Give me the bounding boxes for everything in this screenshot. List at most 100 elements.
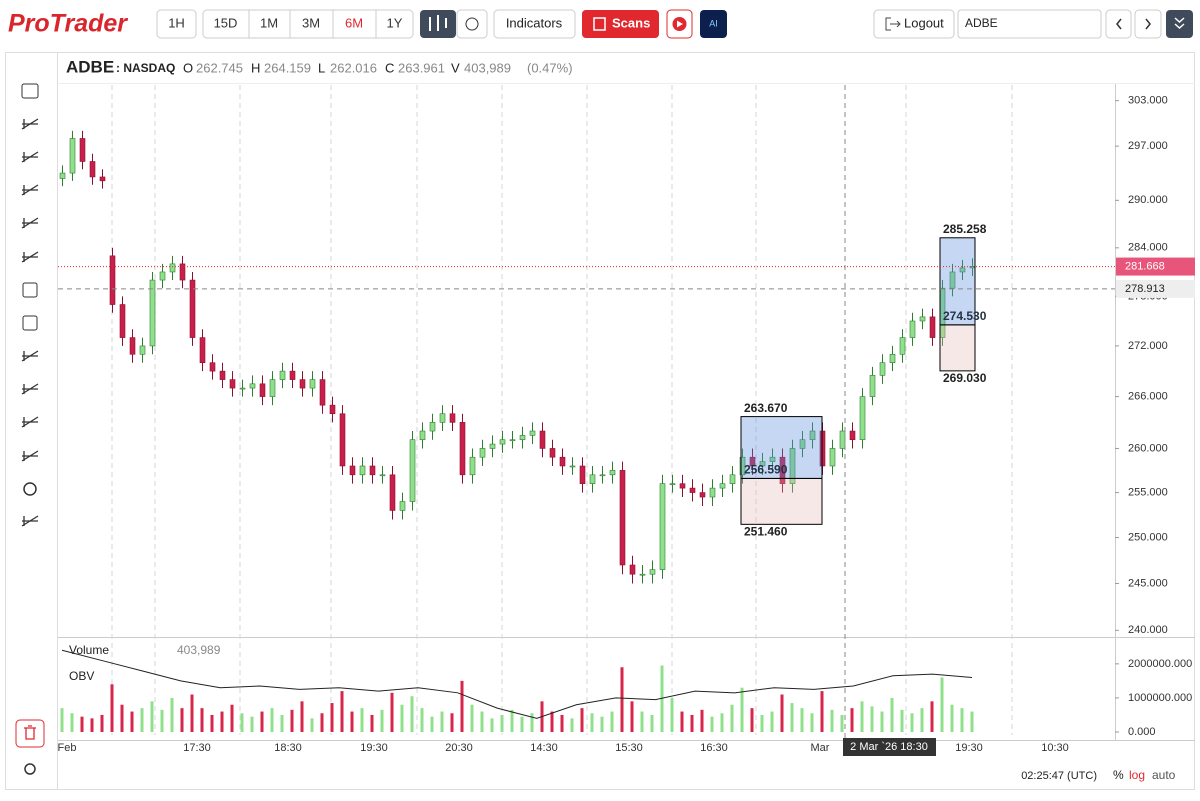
candle-body — [319, 379, 326, 406]
volume-bar — [130, 711, 134, 732]
candle-body — [389, 474, 396, 511]
candle-body — [929, 316, 936, 338]
indicators-button[interactable] — [493, 9, 576, 39]
volume-bar — [960, 708, 964, 732]
range-label[interactable]: 1Y — [387, 15, 403, 30]
volume-bar — [730, 704, 734, 732]
candle-body — [769, 456, 776, 462]
candle-body — [459, 422, 466, 476]
tool-icon[interactable] — [21, 515, 39, 527]
candle-body — [439, 413, 446, 423]
candle-body — [419, 430, 426, 441]
candle-body — [779, 456, 786, 484]
candle-body — [249, 383, 256, 389]
volume-bar — [490, 718, 494, 732]
legend-symbol: ADBE — [66, 57, 114, 76]
candle-body — [649, 569, 656, 575]
range-label[interactable]: 1M — [260, 15, 278, 30]
y-tick-label: 303.000 — [1128, 95, 1168, 107]
next-button[interactable] — [1134, 9, 1162, 39]
candle-body — [719, 483, 726, 489]
volume-bar — [230, 704, 234, 732]
tool-icon[interactable] — [21, 416, 39, 428]
x-tick-label: 16:30 — [700, 742, 728, 754]
volume-bar — [930, 701, 934, 732]
icon — [885, 17, 901, 31]
tool-icon[interactable] — [21, 450, 39, 462]
volume-bar — [700, 709, 704, 732]
volume-bar — [800, 708, 804, 732]
candle-body — [519, 435, 526, 441]
tool-icon[interactable] — [21, 83, 39, 99]
volume-bar — [90, 718, 94, 732]
tool-icon[interactable] — [22, 282, 38, 298]
y-tick-label: 260.000 — [1128, 442, 1168, 454]
volume-bar — [920, 708, 924, 732]
prev-button[interactable] — [1105, 9, 1132, 39]
tool-icon[interactable] — [23, 482, 37, 496]
icon — [677, 20, 683, 28]
candle-body — [809, 430, 816, 441]
candle-body — [879, 362, 886, 376]
range-label[interactable]: 1H — [168, 15, 185, 30]
candle-body — [379, 474, 386, 477]
delete-button[interactable] — [15, 719, 45, 748]
volume-bar — [910, 713, 914, 732]
volume-bar — [160, 709, 164, 732]
ai-button[interactable] — [700, 10, 727, 38]
symbol-input-text: ADBE — [965, 16, 998, 30]
expand-button[interactable] — [1166, 10, 1193, 38]
volume-bar — [720, 713, 724, 732]
range-button[interactable] — [156, 9, 197, 39]
symbol-input[interactable] — [957, 9, 1102, 39]
last-price-tag — [1116, 257, 1195, 276]
tool-icon[interactable] — [21, 118, 39, 130]
candle-body — [209, 362, 216, 372]
volume-bar — [850, 708, 854, 732]
volume-bar — [110, 684, 114, 732]
volume-bar — [870, 706, 874, 732]
candle-body — [569, 465, 576, 468]
stop-label: 269.030 — [943, 371, 987, 385]
volume-bar — [380, 709, 384, 732]
y-tick-label: 255.000 — [1128, 486, 1168, 498]
tool-icon[interactable] — [21, 383, 39, 395]
tool-icon[interactable] — [21, 151, 39, 163]
range-label[interactable]: 6M — [345, 15, 363, 30]
candle-body — [549, 448, 556, 458]
log-toggle[interactable]: log — [1129, 768, 1145, 782]
candle-body — [839, 430, 846, 449]
percent-toggle[interactable]: % — [1113, 768, 1124, 782]
range-label[interactable]: 3M — [302, 15, 320, 30]
tool-icon[interactable] — [22, 315, 38, 331]
tool-icon[interactable] — [21, 184, 39, 196]
candle-body — [79, 138, 86, 162]
clock: 02:25:47 (UTC) — [1021, 770, 1097, 782]
entry-label: 256.590 — [744, 463, 788, 477]
logout-button[interactable] — [873, 9, 955, 39]
auto-toggle[interactable]: auto — [1152, 768, 1176, 782]
volume-bar — [100, 714, 104, 732]
volume-bar — [900, 709, 904, 732]
range-label[interactable]: 15D — [214, 15, 238, 30]
candle-body — [859, 396, 866, 441]
volume-bar — [820, 691, 824, 732]
candle-body — [149, 279, 156, 347]
settings-button[interactable] — [24, 763, 36, 775]
legend-low: 262.016 — [330, 60, 377, 75]
candle-body — [559, 456, 566, 467]
tool-icon[interactable] — [21, 251, 39, 263]
chart-panel — [5, 52, 1195, 790]
grid-button[interactable] — [456, 9, 488, 39]
volume-bar — [610, 711, 614, 732]
candle-body — [499, 439, 506, 445]
candle-body — [789, 448, 796, 484]
volume-label: Volume — [69, 643, 109, 657]
legend-l: L — [318, 60, 325, 75]
candle-body — [829, 448, 836, 467]
scans-label: Scans — [612, 15, 650, 30]
x-tick-label: 14:30 — [530, 742, 558, 754]
scans-button[interactable] — [582, 10, 659, 38]
tool-icon[interactable] — [21, 217, 39, 229]
tool-icon[interactable] — [21, 350, 39, 362]
